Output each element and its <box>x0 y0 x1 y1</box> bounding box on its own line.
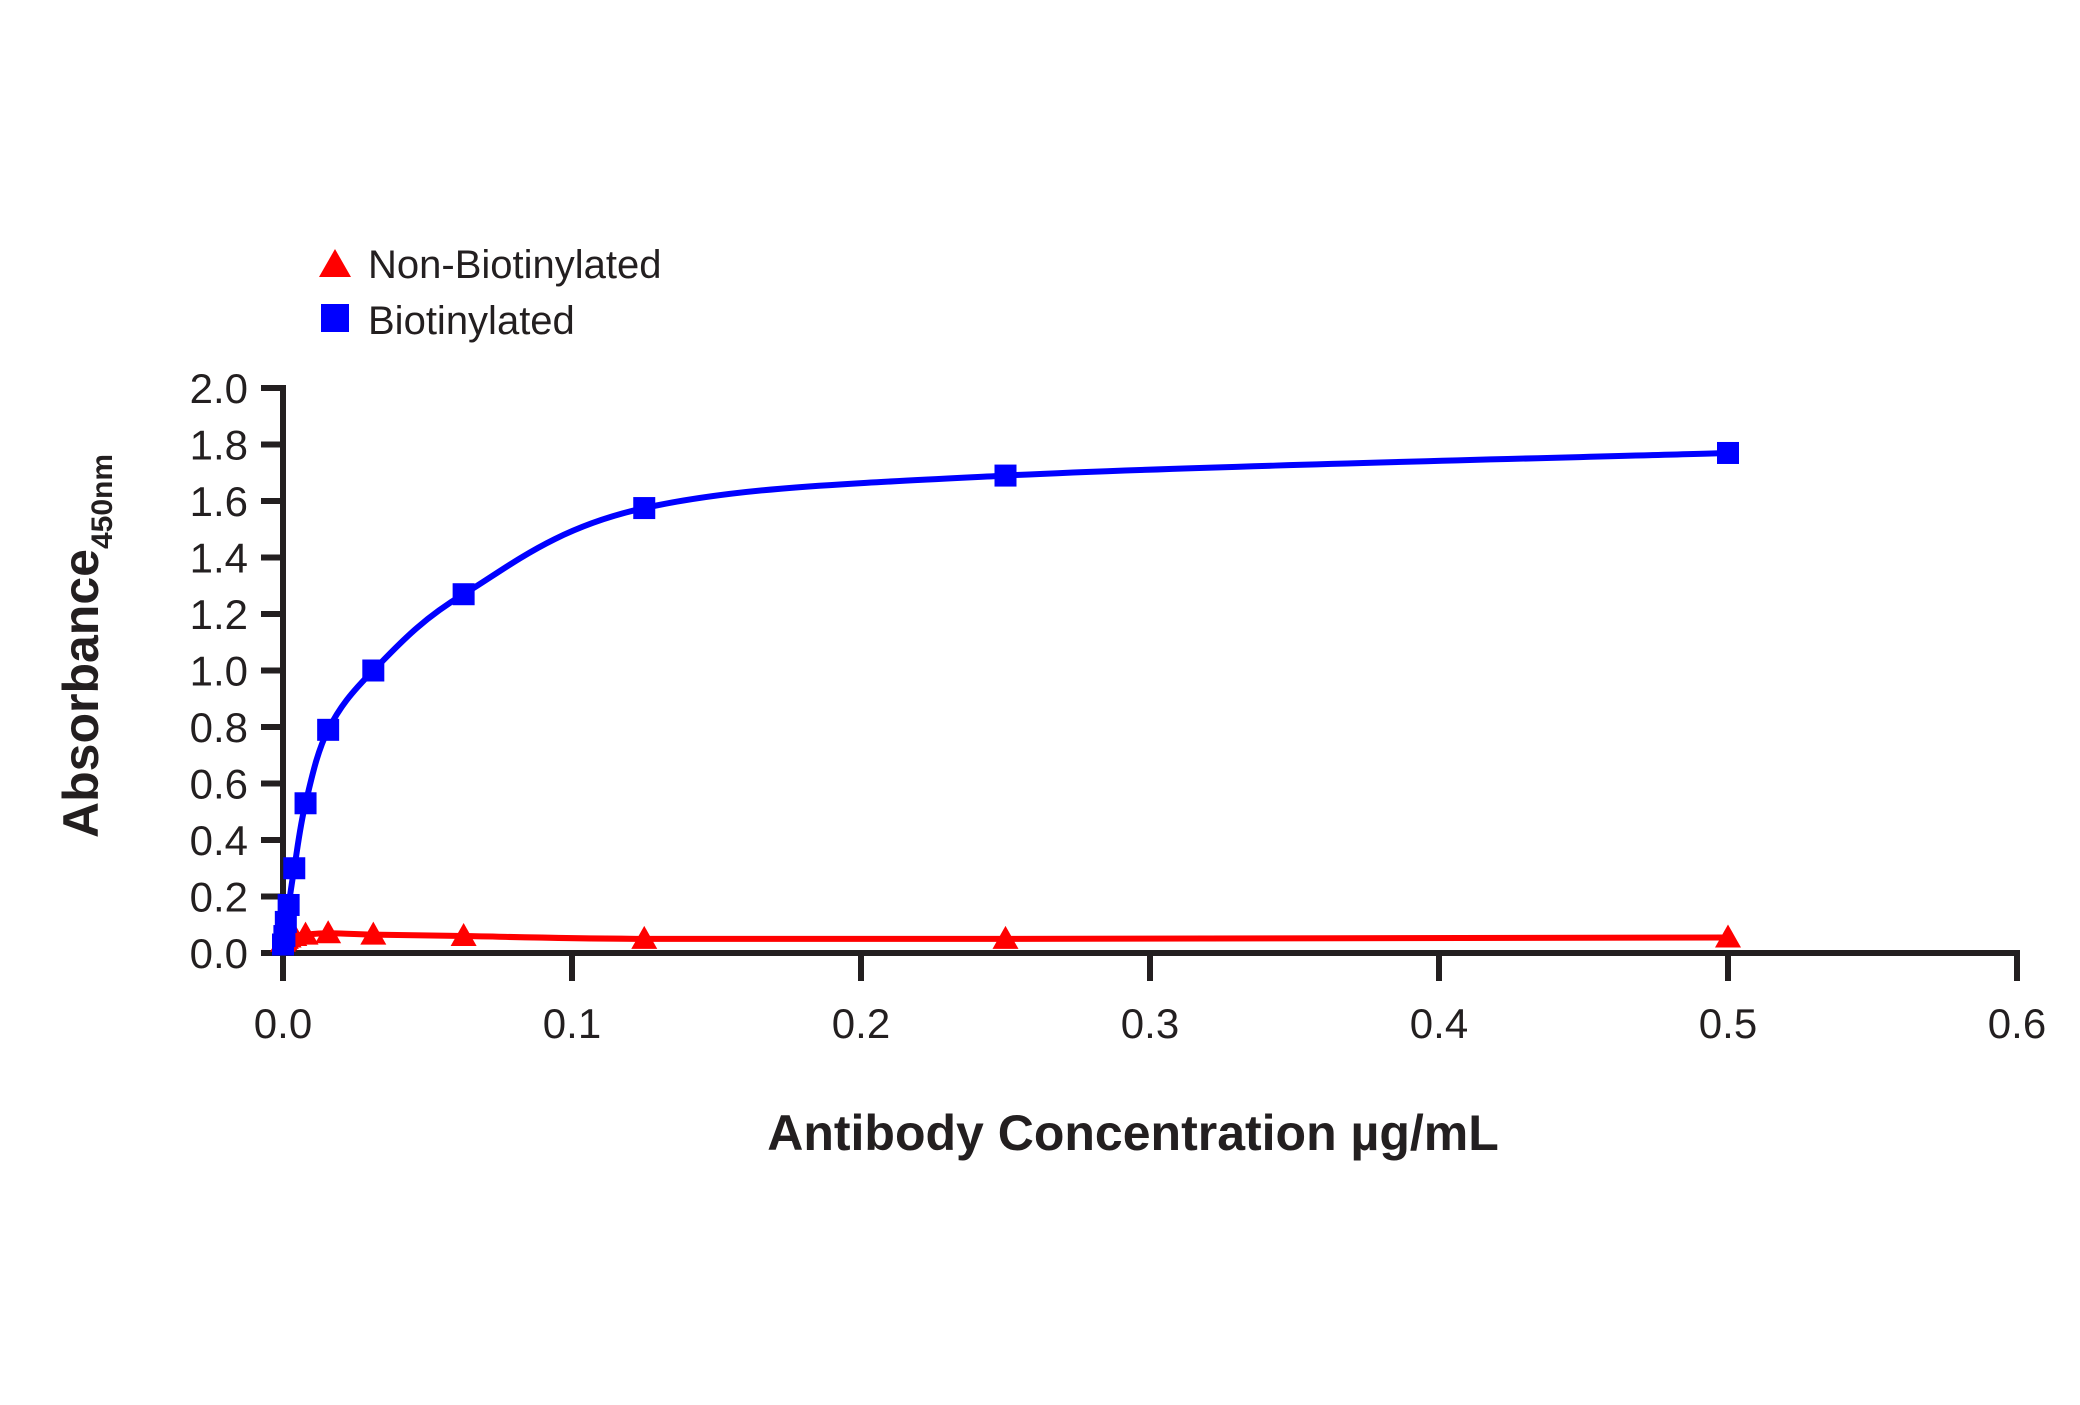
y-tick-label: 0.0 <box>190 930 248 977</box>
blue-square-icon <box>321 304 349 332</box>
square-marker-icon <box>277 893 300 916</box>
triangle-marker-icon <box>292 921 319 945</box>
y-tick-label: 1.6 <box>190 478 248 525</box>
x-tick-label: 0.2 <box>832 1000 890 1047</box>
legend-label: Biotinylated <box>368 299 575 343</box>
square-marker-icon <box>633 497 656 520</box>
square-marker-icon <box>994 464 1017 487</box>
x-tick-label: 0.4 <box>1410 1000 1468 1047</box>
axes: 0.0 0.2 0.4 0.6 0.8 1.0 1.2 1.4 1.6 1.8 2.0 0.0 0.1 0… <box>190 365 2047 1047</box>
triangle-marker-icon <box>631 925 658 949</box>
triangle-marker-icon <box>1715 924 1741 948</box>
x-tick-label: 0.0 <box>254 1000 312 1047</box>
legend-item-non-biotinylated: Non-Biotinylated <box>319 243 662 287</box>
y-tick-label: 0.8 <box>190 704 248 751</box>
triangle-marker-icon <box>450 923 477 947</box>
y-axis-title: Absorbance450nm <box>53 454 119 838</box>
y-tick-label: 0.4 <box>190 817 248 864</box>
square-marker-icon <box>452 583 475 606</box>
svg-text:Absorbance450nm: Absorbance450nm <box>53 454 119 838</box>
y-tick-label: 1.4 <box>190 535 248 582</box>
legend: Non-Biotinylated Biotinylated <box>319 243 662 343</box>
x-tick-label: 0.3 <box>1121 1000 1179 1047</box>
y-axis-title-subscript: 450nm <box>86 454 119 549</box>
y-axis-title-text: Absorbance <box>53 549 109 838</box>
y-tick-label: 1.8 <box>190 422 248 469</box>
series-biotinylated <box>272 441 1739 956</box>
legend-label: Non-Biotinylated <box>368 243 662 287</box>
square-marker-icon <box>274 910 297 933</box>
y-tick-label: 1.2 <box>190 591 248 638</box>
triangle-marker-icon <box>315 920 342 944</box>
x-tick-label: 0.5 <box>1699 1000 1757 1047</box>
y-tick-label: 1.0 <box>190 648 248 695</box>
series-line <box>280 449 1729 946</box>
square-marker-icon <box>362 659 385 682</box>
legend-item-biotinylated: Biotinylated <box>321 299 575 343</box>
plot-area <box>270 441 1741 956</box>
triangle-marker-icon <box>360 921 387 945</box>
series-non-biotinylated <box>270 920 1741 952</box>
square-marker-icon <box>294 792 317 815</box>
square-marker-icon <box>317 718 340 741</box>
square-marker-icon <box>1717 441 1739 464</box>
y-tick-label: 2.0 <box>190 365 248 412</box>
y-tick-label: 0.6 <box>190 761 248 808</box>
square-marker-icon <box>283 857 306 880</box>
triangle-marker-icon <box>992 925 1019 949</box>
x-axis-title: Antibody Concentration µg/mL <box>767 1105 1499 1161</box>
x-tick-label: 0.1 <box>543 1000 601 1047</box>
y-tick-label: 0.2 <box>190 874 248 921</box>
red-triangle-icon <box>319 249 351 277</box>
x-tick-label: 0.6 <box>1988 1000 2046 1047</box>
